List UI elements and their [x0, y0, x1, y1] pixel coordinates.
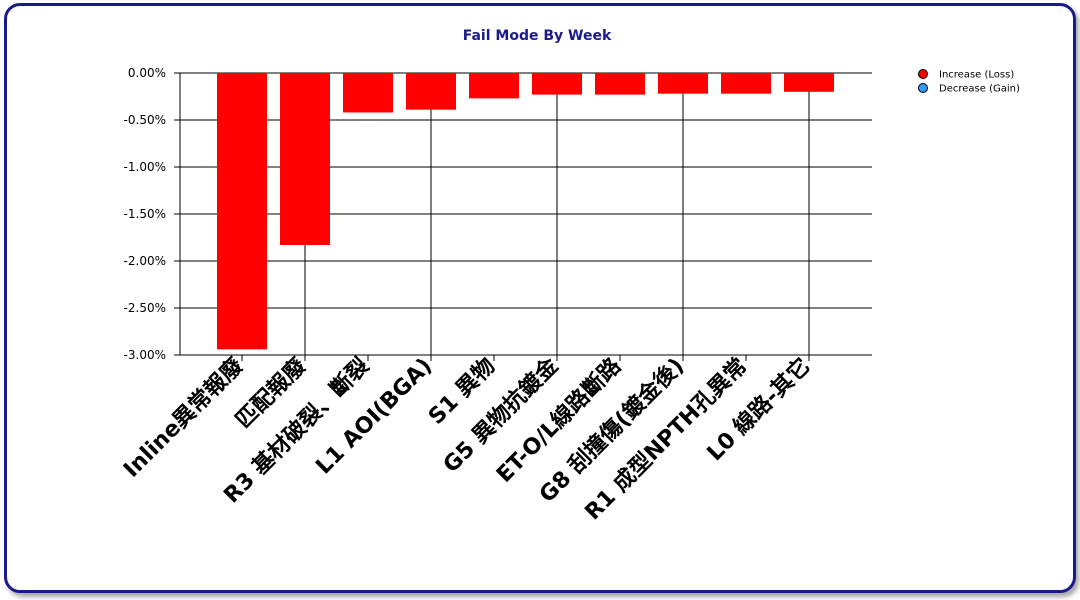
x-tick-label: L1 AOI(BGA)	[311, 354, 437, 480]
bars-layer	[217, 73, 834, 350]
legend-label: Decrease (Gain)	[939, 84, 1020, 95]
y-tick-label: -3.00%	[124, 348, 166, 362]
x-tick-label: Inline異常報廢	[118, 352, 248, 482]
bar	[595, 73, 645, 95]
legend-label: Increase (Loss)	[939, 70, 1014, 81]
bar	[721, 73, 771, 94]
bar	[280, 73, 330, 246]
bar	[532, 73, 582, 95]
chart-frame	[4, 3, 1076, 593]
bar	[784, 73, 834, 92]
bar	[469, 73, 519, 99]
legend-marker	[918, 69, 928, 79]
bar	[658, 73, 708, 94]
bar	[343, 73, 393, 113]
y-tick-label: -1.00%	[124, 160, 166, 174]
legend-marker	[918, 83, 928, 93]
y-tick-label: -0.50%	[124, 113, 166, 127]
y-tick-label: -1.50%	[124, 207, 166, 221]
legend: Increase (Loss) Decrease (Gain)	[918, 69, 1020, 95]
y-tick-label: -2.50%	[124, 301, 166, 315]
x-tick-label: G5 異物抗鍍金	[438, 352, 564, 478]
chart-title: Fail Mode By Week	[463, 28, 612, 44]
bar	[217, 73, 267, 350]
bar	[406, 73, 456, 110]
y-tick-label: 0.00%	[128, 66, 166, 80]
y-tick-label: -2.00%	[124, 254, 166, 268]
